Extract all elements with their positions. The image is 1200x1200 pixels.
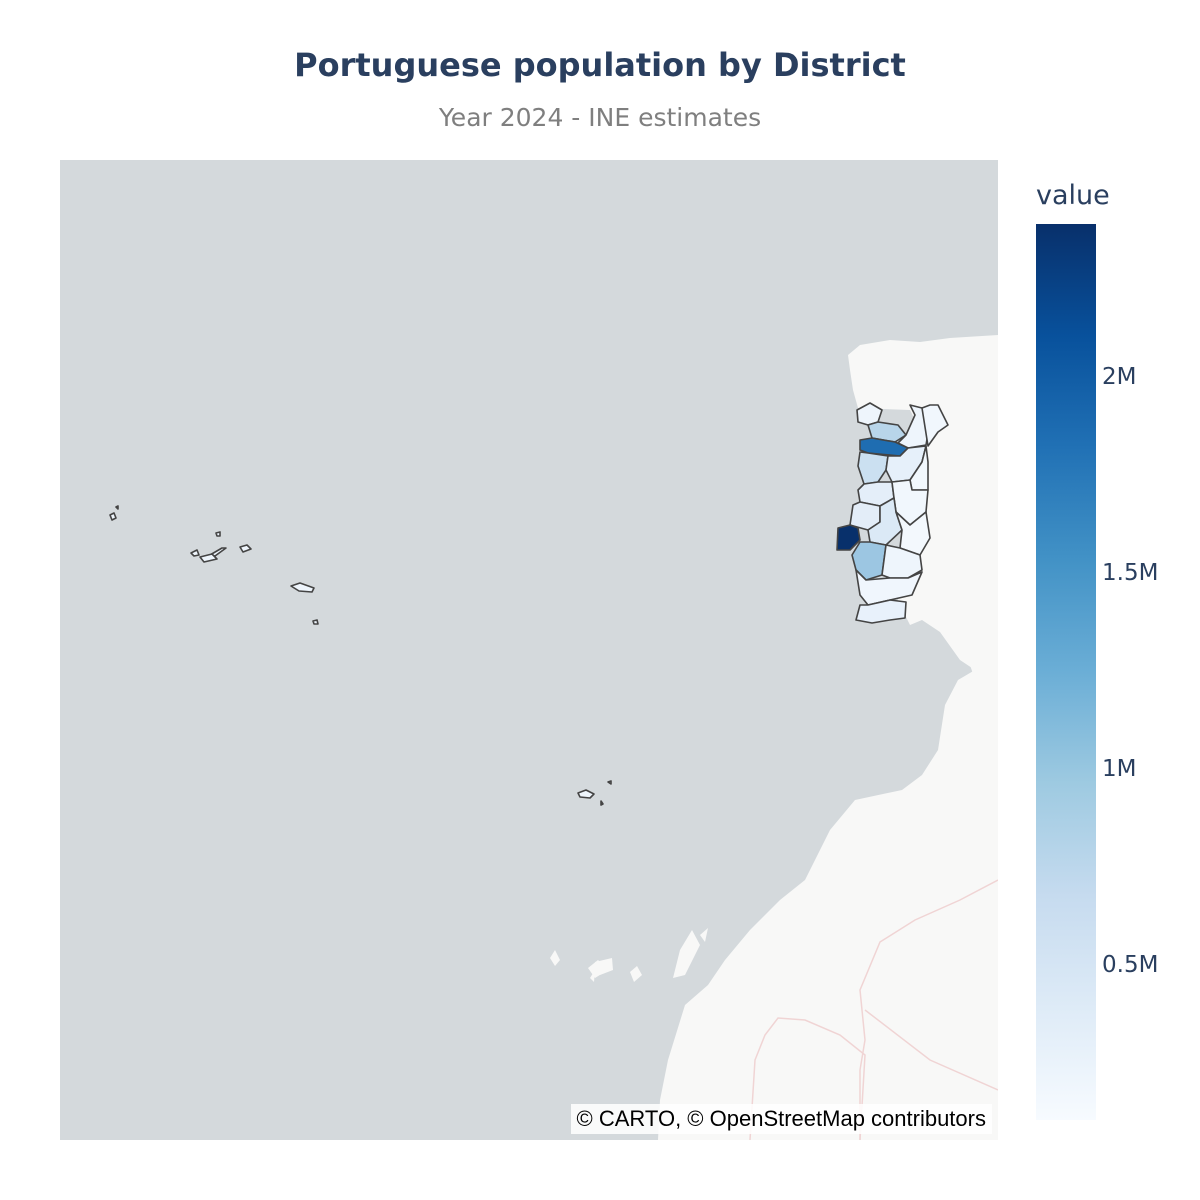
district-beja[interactable] xyxy=(855,569,923,606)
island-flores[interactable] xyxy=(109,512,117,521)
country-border-morocco xyxy=(859,879,998,1140)
chart-title: Portuguese population by District xyxy=(294,46,906,84)
district-aveiro[interactable] xyxy=(857,451,889,485)
choropleth-map[interactable]: © CARTO, © OpenStreetMap contributors xyxy=(60,160,998,1140)
island-terceira[interactable] xyxy=(239,544,252,553)
country-border-west-sahara xyxy=(749,1017,866,1140)
island-graciosa[interactable] xyxy=(215,531,221,537)
land-canary-3 xyxy=(550,950,560,966)
azores-islands xyxy=(109,505,319,625)
district-faro[interactable] xyxy=(855,599,907,624)
island-santa-maria[interactable] xyxy=(312,619,319,625)
land-canary-5 xyxy=(630,966,642,982)
colorbar-tick-1-5m: 1.5M xyxy=(1102,560,1159,586)
island-corvo[interactable] xyxy=(115,505,119,510)
land-canary-2 xyxy=(590,970,595,982)
colorbar-tick-2m: 2M xyxy=(1102,364,1137,390)
district-lisboa[interactable] xyxy=(836,524,861,551)
colorbar-title: value xyxy=(1036,180,1110,211)
colorbar-tick-1m: 1M xyxy=(1102,756,1137,782)
land-canary-4 xyxy=(595,958,613,975)
island-madeira[interactable] xyxy=(577,789,595,799)
map-attribution[interactable]: © CARTO, © OpenStreetMap contributors xyxy=(570,1104,992,1134)
portugal-districts xyxy=(836,402,949,624)
district-evora[interactable] xyxy=(881,544,923,579)
island-faial[interactable] xyxy=(190,549,200,557)
colorbar-gradient xyxy=(1036,224,1096,1120)
madeira-islands xyxy=(577,780,612,806)
island-sao-miguel[interactable] xyxy=(290,582,315,593)
land-canary-7 xyxy=(700,928,708,942)
island-porto-santo[interactable] xyxy=(607,780,612,785)
island-desertas[interactable] xyxy=(600,800,604,806)
colorbar-tick-0-5m: 0.5M xyxy=(1102,952,1159,978)
island-pico[interactable] xyxy=(199,553,218,563)
map-canvas xyxy=(109,335,998,1140)
chart-subtitle: Year 2024 - INE estimates xyxy=(438,103,762,132)
district-portalegre[interactable] xyxy=(895,511,931,556)
land-canary-6 xyxy=(673,930,700,978)
district-braganca[interactable] xyxy=(921,404,949,447)
land-africa xyxy=(658,660,998,1140)
country-border-algeria xyxy=(864,1009,998,1091)
